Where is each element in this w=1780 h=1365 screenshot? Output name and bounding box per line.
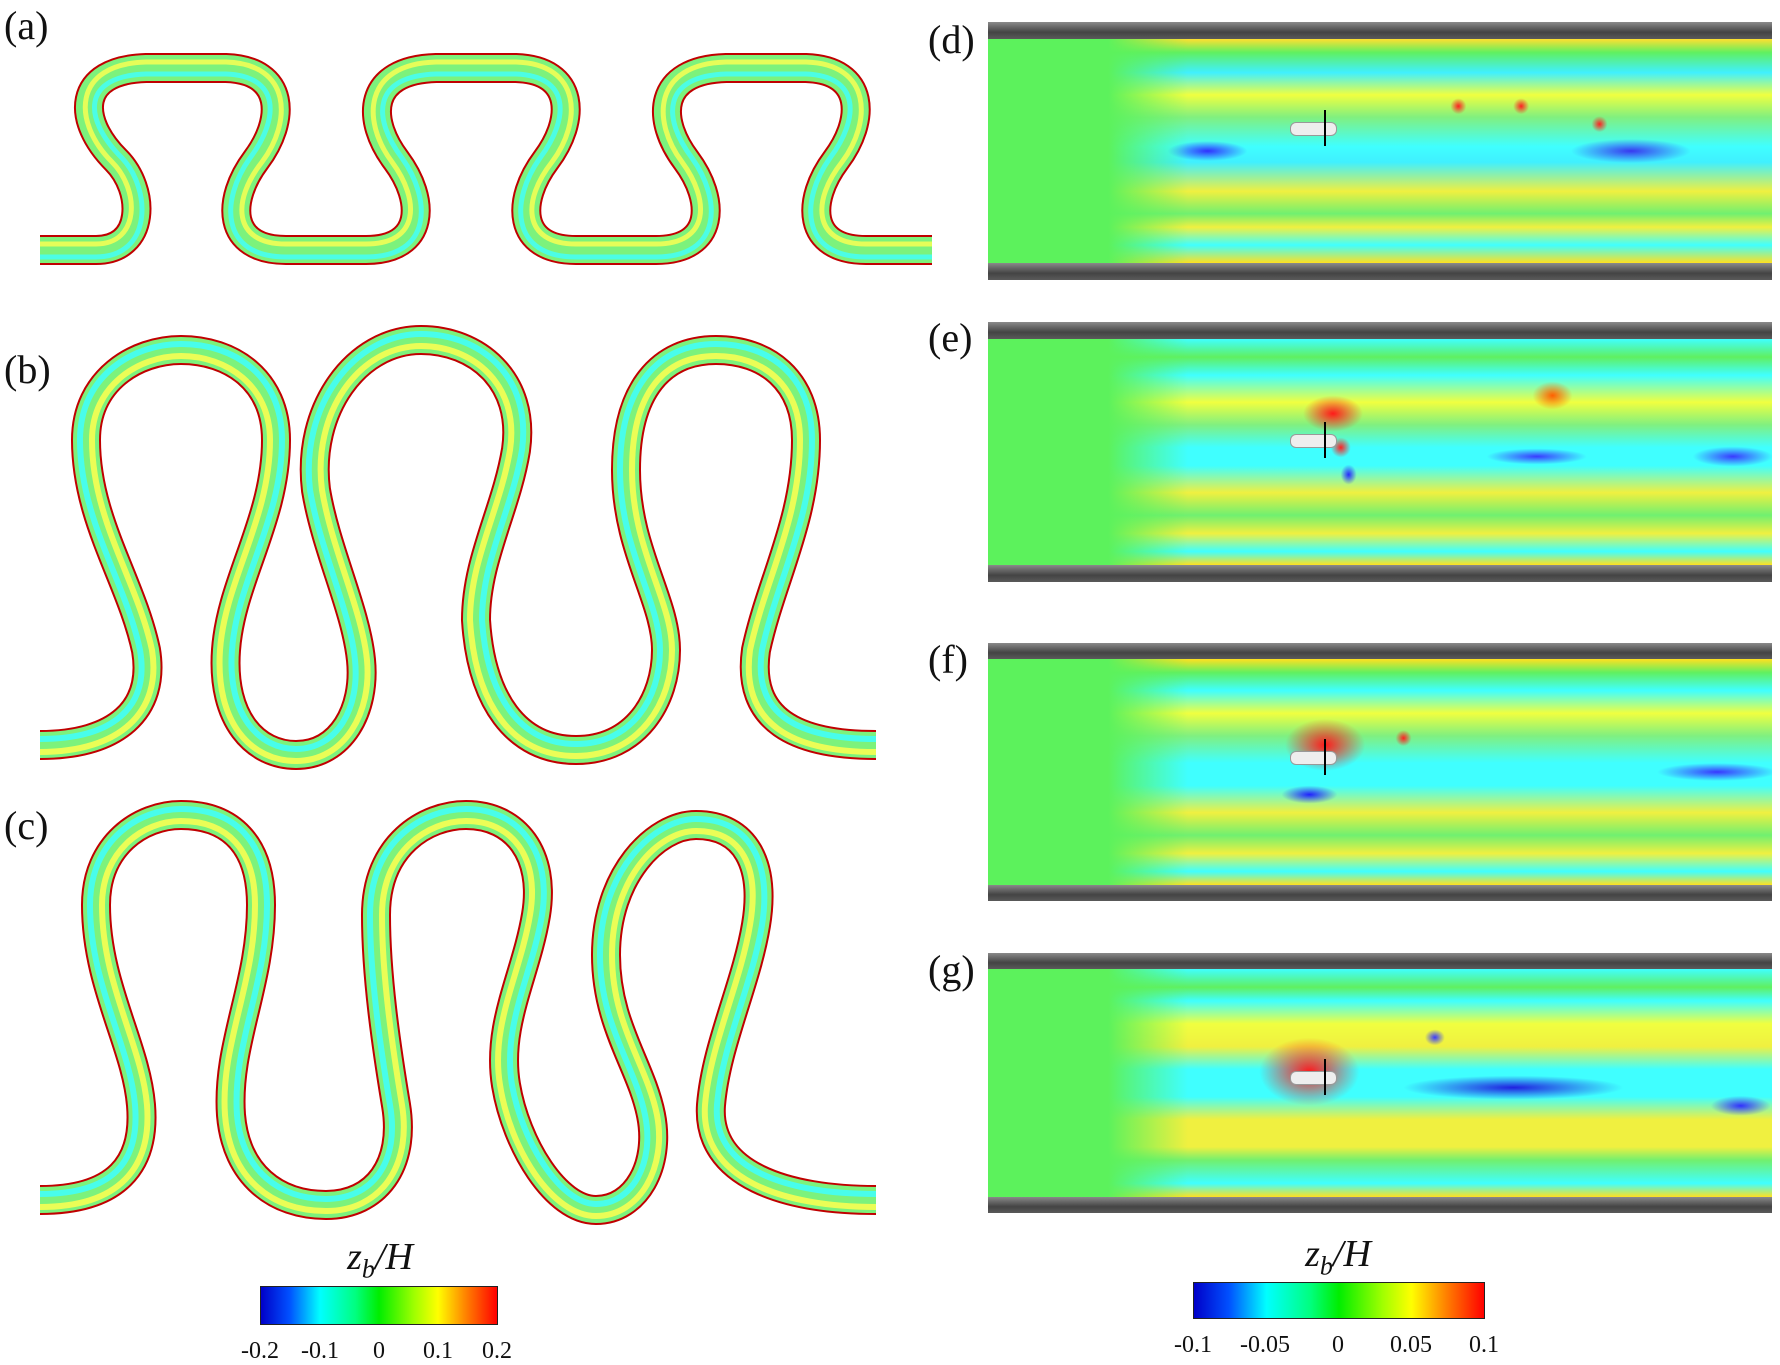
colorbar-left	[260, 1286, 498, 1325]
flume-panel-d	[988, 22, 1772, 280]
turbine-rotor-icon	[1324, 739, 1326, 775]
turbine-icon	[1290, 751, 1337, 765]
colorbar-right-title: zb/H	[1268, 1232, 1408, 1282]
colorbar-left-tick: -0.1	[301, 1338, 339, 1364]
colorbar-left-title: zb/H	[310, 1235, 450, 1285]
turbine-icon	[1290, 1071, 1337, 1085]
colorbar-right-tick: -0.1	[1174, 1332, 1212, 1358]
flume-panel-f	[988, 643, 1772, 901]
meander-channel-b	[39, 324, 877, 770]
panel-label-b: (b)	[4, 347, 51, 392]
colorbar-left-tick: 0.2	[482, 1338, 512, 1364]
colorbar-right-sub: b	[1319, 1251, 1333, 1281]
panel-label-c: (c)	[4, 803, 49, 848]
flume-wall-bottom	[988, 1197, 1772, 1213]
bed-inlet-f	[988, 659, 1188, 885]
flume-wall-top	[988, 22, 1772, 39]
colorbar-left-sub: b	[361, 1254, 375, 1284]
colorbar-left-tick: -0.2	[241, 1338, 279, 1364]
colorbar-right-tick: 0.05	[1390, 1332, 1432, 1358]
flume-wall-top	[988, 322, 1772, 339]
panel-label-f: (f)	[928, 637, 968, 682]
bed-inlet-d	[988, 39, 1188, 263]
colorbar-right-rest: /H	[1332, 1233, 1371, 1275]
colorbar-right-var: z	[1305, 1233, 1320, 1275]
turbine-icon	[1290, 434, 1337, 448]
colorbar-right-tick: 0.1	[1469, 1332, 1499, 1358]
turbine-icon	[1290, 122, 1337, 136]
flume-panel-e	[988, 322, 1772, 582]
meander-channel-c	[39, 799, 877, 1225]
flume-wall-top	[988, 953, 1772, 969]
colorbar-right-tick: 0	[1332, 1332, 1344, 1358]
panel-label-e: (e)	[928, 315, 973, 360]
colorbar-left-tick: 0	[373, 1338, 385, 1364]
turbine-rotor-icon	[1324, 110, 1326, 146]
colorbar-right-tick: -0.05	[1240, 1332, 1290, 1358]
bed-inlet-g	[988, 969, 1188, 1197]
bed-inlet-e	[988, 339, 1188, 565]
panel-label-d: (d)	[928, 17, 975, 62]
flume-wall-bottom	[988, 263, 1772, 280]
flume-panel-g	[988, 953, 1772, 1213]
colorbar-left-tick: 0.1	[423, 1338, 453, 1364]
flume-wall-top	[988, 643, 1772, 659]
flume-wall-bottom	[988, 885, 1772, 901]
turbine-rotor-icon	[1324, 1059, 1326, 1095]
panel-label-g: (g)	[928, 947, 975, 992]
colorbar-right	[1193, 1282, 1485, 1319]
panel-label-a: (a)	[4, 3, 49, 48]
flume-wall-bottom	[988, 565, 1772, 582]
colorbar-left-var: z	[347, 1236, 362, 1278]
turbine-rotor-icon	[1324, 422, 1326, 458]
colorbar-left-rest: /H	[374, 1236, 413, 1278]
meander-channel-a	[40, 53, 932, 265]
